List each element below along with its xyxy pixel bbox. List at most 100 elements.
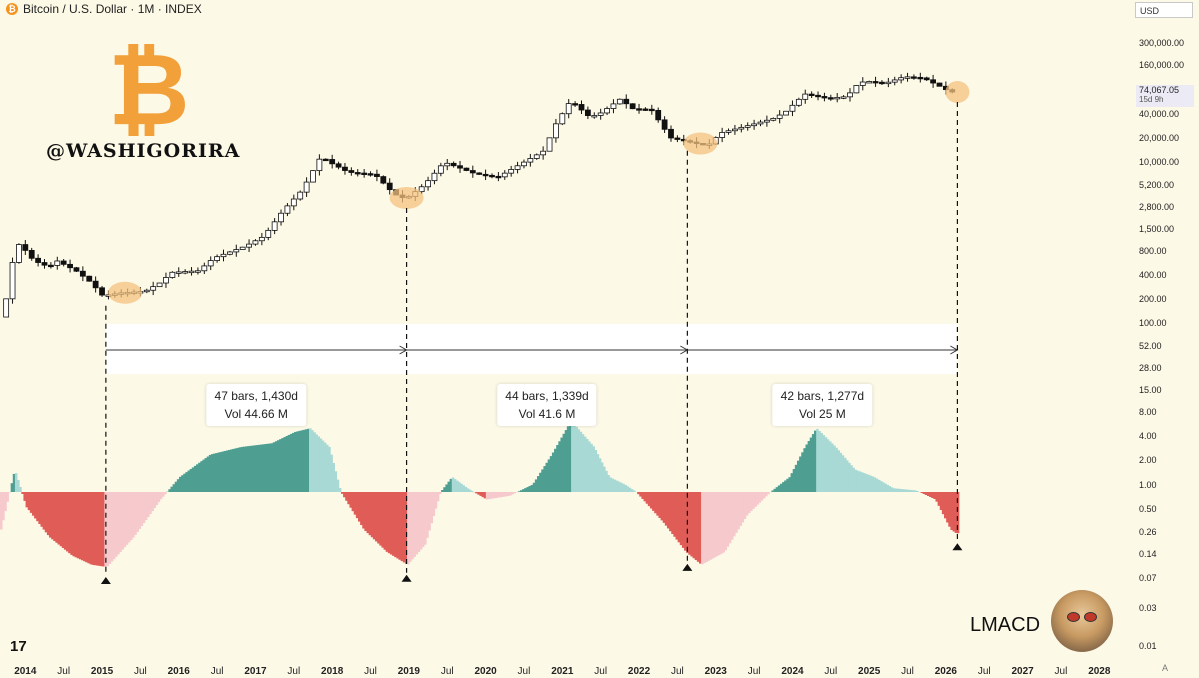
macd-histogram-bar (12, 473, 16, 492)
macd-histogram-bar (466, 488, 470, 492)
macd-histogram-bar (400, 492, 404, 562)
macd-histogram-bar (765, 492, 768, 497)
macd-histogram-bar (159, 492, 163, 500)
macd-histogram-bar (856, 470, 860, 492)
macd-histogram-bar (863, 473, 866, 492)
candle-up (891, 79, 898, 83)
macd-histogram-bar (922, 492, 926, 495)
price-axis-label: 160,000.00 (1139, 60, 1185, 71)
candle-down (917, 76, 924, 80)
auto-scale-button[interactable]: A (1162, 663, 1169, 673)
candle-up (732, 128, 738, 132)
macd-histogram-bar (507, 492, 510, 496)
macd-histogram-bar (688, 492, 691, 555)
candle-up (751, 123, 758, 127)
macd-histogram-bar (703, 492, 706, 564)
price-axis-label: 40,000.00 (1139, 108, 1180, 119)
macd-histogram-bar (773, 488, 777, 492)
macd-histogram-bar (27, 492, 31, 511)
pivot-triangle-icon (401, 574, 412, 582)
candle-down (655, 109, 662, 121)
candle-up (725, 130, 732, 133)
price-axis-label: 800.00 (1139, 245, 1167, 256)
macd-histogram-bar (117, 492, 120, 555)
candle-up (220, 253, 227, 258)
macd-histogram-bar (300, 430, 303, 492)
candle-down (489, 174, 495, 178)
macd-histogram-bar (121, 492, 124, 550)
currency-selector[interactable]: USD (1135, 2, 1193, 18)
macd-histogram-bar (554, 448, 557, 492)
macd-histogram-bar (149, 492, 152, 515)
macd-histogram-bar (694, 492, 698, 561)
macd-histogram-bar (718, 492, 721, 555)
macd-histogram-bar (820, 433, 823, 492)
macd-histogram-bar (784, 480, 787, 492)
candle-down (636, 108, 642, 111)
macd-histogram-bar (419, 492, 423, 550)
candle-up (904, 76, 911, 79)
macd-histogram-bar (679, 492, 683, 546)
macd-histogram-bar (396, 492, 399, 559)
macd-histogram-bar (639, 492, 642, 497)
pivot-triangle-icon (682, 563, 693, 571)
macd-histogram-bar (321, 440, 325, 492)
macd-histogram-bar (458, 482, 461, 492)
macd-histogram-bar (441, 490, 444, 492)
macd-histogram-bar (353, 492, 357, 515)
macd-histogram-bar (660, 492, 664, 521)
macd-histogram-bar (892, 488, 896, 492)
macd-histogram-bar (526, 487, 529, 492)
macd-histogram-bar (430, 492, 433, 524)
macd-histogram-bar (894, 488, 898, 492)
macd-histogram-bar (285, 436, 289, 492)
macd-histogram-bar (613, 479, 617, 492)
macd-histogram-bar (415, 492, 419, 555)
macd-histogram-bar (281, 438, 284, 492)
macd-histogram-bar (867, 474, 870, 492)
macd-histogram-bar (824, 437, 828, 492)
candle-up (150, 286, 157, 291)
macd-histogram-bar (833, 445, 836, 492)
candle-down (35, 257, 42, 263)
macd-histogram-bar (132, 492, 135, 538)
macd-histogram-bar (443, 487, 446, 492)
macd-histogram-bar (946, 492, 949, 523)
time-axis-label: Jul (594, 666, 607, 677)
macd-histogram-bar (707, 492, 711, 561)
candle-up (143, 289, 150, 293)
macd-histogram-bar (238, 447, 242, 492)
tradingview-logo-icon[interactable]: 17 (10, 638, 27, 655)
price-axis-label: 0.50 (1139, 503, 1157, 514)
macd-histogram-bar (453, 479, 457, 492)
macd-histogram-bar (573, 424, 576, 492)
macd-histogram-bar (775, 487, 779, 492)
macd-histogram-bar (730, 492, 734, 540)
macd-histogram-bar (624, 484, 627, 492)
cycle-low-highlight (108, 281, 143, 304)
candle-up (898, 77, 905, 81)
macd-histogram-bar (628, 487, 632, 492)
candle-down (457, 165, 463, 169)
candle-down (629, 103, 636, 110)
macd-histogram-bar (89, 492, 93, 565)
macd-histogram-bar (886, 484, 890, 492)
macd-histogram-bar (204, 458, 208, 492)
macd-histogram-bar (381, 492, 384, 548)
symbol-title[interactable]: Bitcoin / U.S. Dollar · 1M · INDEX (23, 2, 202, 16)
macd-histogram-bar (257, 444, 261, 492)
macd-histogram-bar (153, 492, 156, 509)
macd-histogram-bar (888, 486, 892, 492)
time-axis-label: Jul (671, 666, 684, 677)
macd-histogram-bar (392, 492, 395, 556)
macd-histogram-bar (677, 492, 681, 543)
macd-histogram-bar (532, 482, 536, 492)
macd-histogram-bar (357, 492, 361, 522)
macd-histogram-bar (530, 485, 534, 492)
macd-histogram-bar (483, 492, 487, 499)
macd-histogram-bar (754, 492, 757, 507)
candle-down (930, 79, 937, 84)
indicator-label: LMACD (970, 614, 1041, 636)
candle-up (527, 158, 534, 163)
